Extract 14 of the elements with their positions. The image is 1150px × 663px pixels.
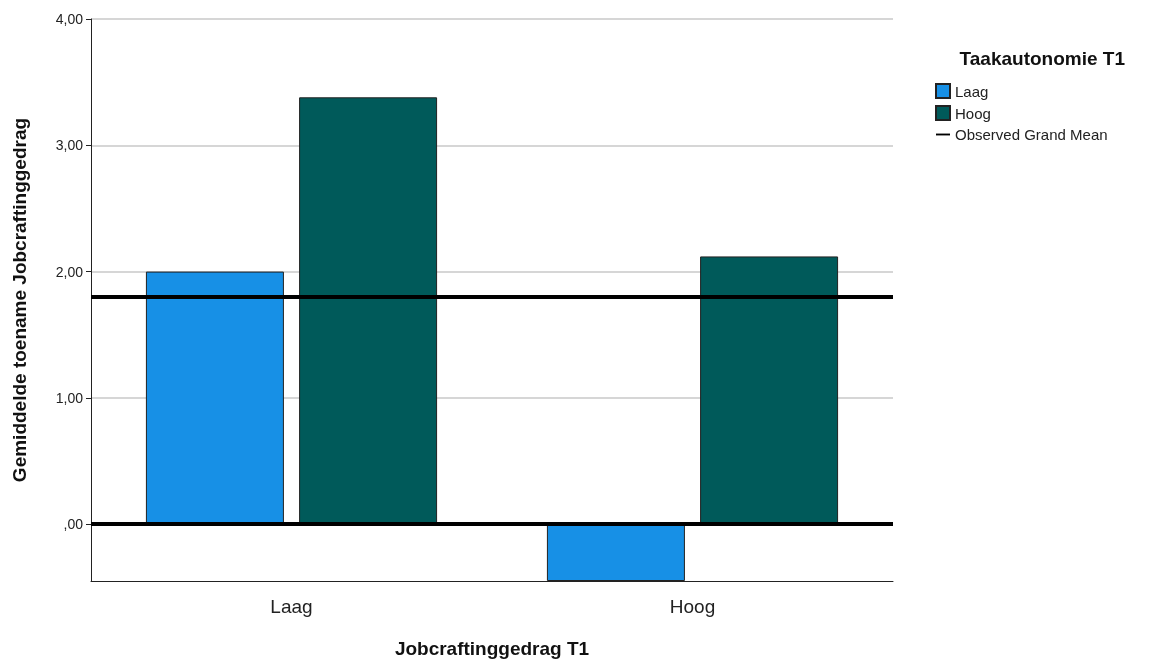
y-tick-label: 2,00 xyxy=(55,263,84,280)
bar xyxy=(299,97,438,525)
y-tick-label: 4,00 xyxy=(55,11,84,27)
legend-title: Taakautonomie T1 xyxy=(959,48,1126,69)
bar xyxy=(145,271,284,525)
legend-label: Hoog xyxy=(955,104,991,122)
y-tick-label: ,00 xyxy=(63,516,84,533)
y-tick-label: 1,00 xyxy=(55,389,84,406)
bar xyxy=(700,256,839,525)
x-axis-title: Jobcraftinggedrag T1 xyxy=(394,638,590,659)
legend-label: Observed Grand Mean xyxy=(955,126,1108,143)
y-axis-title: Gemiddelde toename Jobcraftinggedrag xyxy=(9,117,30,483)
legend-label: Laag xyxy=(955,82,989,100)
y-tick-label: 3,00 xyxy=(55,137,84,154)
